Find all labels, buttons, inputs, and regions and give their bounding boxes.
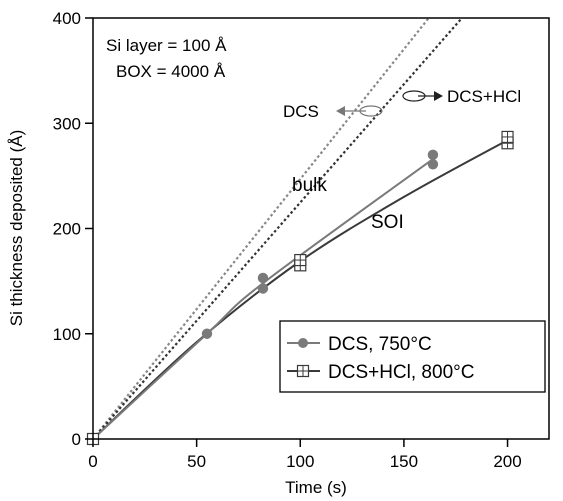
- y-tick-label-0: 0: [72, 430, 81, 449]
- dcs-arrow-head: [336, 106, 345, 116]
- series-1-point-6: [427, 149, 439, 161]
- y-tick-label-100: 100: [53, 325, 81, 344]
- series-1-point-3: [257, 283, 269, 294]
- series-1-point-4: [257, 272, 269, 284]
- dcshcl-arrow-head: [434, 91, 443, 101]
- dcs-fit-line: [92, 158, 434, 440]
- legend-entry-dcs: DCS, 750°C: [287, 334, 432, 355]
- x-axis-label: Time (s): [285, 478, 347, 497]
- x-tick-label-0: 0: [88, 452, 97, 471]
- y-tick-label-300: 300: [53, 114, 81, 133]
- dcs-label: DCS: [283, 102, 319, 121]
- dcshcl-bulk-line: [92, 17, 463, 440]
- series-2-point-3: [294, 253, 307, 267]
- legend-dcshcl-label: DCS+HCl, 800°C: [328, 362, 474, 383]
- y-axis-ticks: 0 100 200 300 400: [53, 9, 93, 449]
- legend-dcshcl-marker-shape: [296, 364, 310, 378]
- y-tick-label-400: 400: [53, 9, 81, 28]
- dcs-ellipse: [359, 105, 383, 117]
- info-layer-label: Si layer = 100 Å: [106, 36, 227, 55]
- legend-dcshcl-marker: [296, 364, 310, 378]
- bulk-label: bulk: [292, 175, 327, 196]
- soi-label: SOI: [371, 212, 404, 233]
- legend-dcs-marker: [298, 338, 308, 348]
- info-box-label: BOX = 4000 Å: [116, 62, 226, 81]
- legend-entry-dcshcl: DCS+HCl, 800°C: [287, 362, 474, 383]
- x-tick-label-100: 100: [286, 452, 314, 471]
- x-tick-label-50: 50: [187, 452, 206, 471]
- x-tick-label-150: 150: [390, 452, 418, 471]
- legend: DCS, 750°C DCS+HCl, 800°C: [279, 320, 546, 393]
- x-tick-label-200: 200: [493, 452, 521, 471]
- series-1-point-5: [427, 159, 439, 170]
- legend-box: [279, 320, 546, 393]
- dcshcl-annotation: DCS+HCl: [402, 87, 521, 106]
- x-axis-ticks: 0 50 100 150 200: [88, 439, 522, 471]
- y-tick-label-200: 200: [53, 220, 81, 239]
- dcs-annotation: DCS: [283, 102, 383, 121]
- y-axis-label: Si thickness deposited (Å): [7, 130, 26, 327]
- legend-dcs-label: DCS, 750°C: [328, 334, 432, 355]
- series-2-point-5: [501, 130, 514, 144]
- series-1-point-2: [201, 328, 213, 339]
- dcshcl-label: DCS+HCl: [447, 87, 521, 106]
